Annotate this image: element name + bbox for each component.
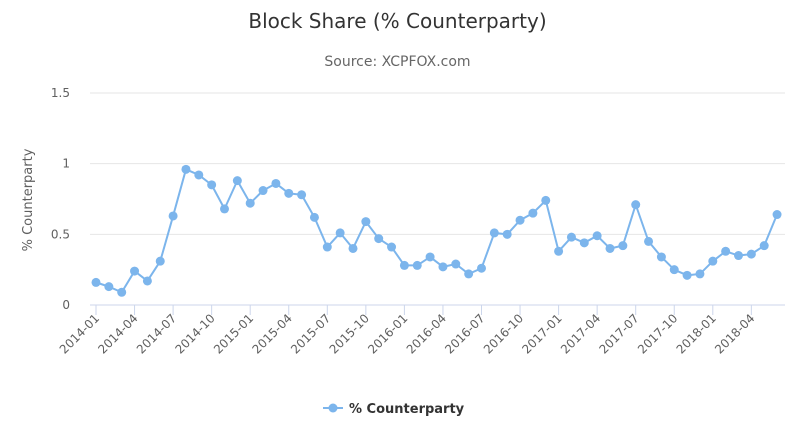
y-tick-label: 1 xyxy=(62,157,70,171)
data-point[interactable] xyxy=(759,241,769,251)
data-point[interactable] xyxy=(644,236,654,246)
x-tick-label: 2016-04 xyxy=(404,311,449,356)
data-point[interactable] xyxy=(168,211,178,221)
data-point[interactable] xyxy=(91,277,101,287)
x-tick-label: 2016-01 xyxy=(365,311,410,356)
x-tick-label: 2014-10 xyxy=(172,311,217,356)
y-tick-label: 0.5 xyxy=(51,227,70,241)
legend[interactable]: % Counterparty xyxy=(323,402,465,417)
legend-marker-symbol xyxy=(328,403,338,413)
x-tick-label: 2018-04 xyxy=(712,311,757,356)
x-tick-label: 2017-07 xyxy=(596,311,641,356)
y-tick-label: 1.5 xyxy=(51,86,70,100)
data-point[interactable] xyxy=(682,270,692,280)
data-point[interactable] xyxy=(734,251,743,261)
data-point[interactable] xyxy=(631,200,641,210)
data-point[interactable] xyxy=(451,259,461,269)
data-point[interactable] xyxy=(477,263,486,273)
data-point[interactable] xyxy=(708,256,718,266)
data-point[interactable] xyxy=(464,269,474,279)
data-point[interactable] xyxy=(284,188,294,198)
x-tick-label: 2018-01 xyxy=(674,311,719,356)
y-gridlines xyxy=(90,92,785,235)
x-tick-label: 2017-01 xyxy=(519,311,564,356)
data-point[interactable] xyxy=(245,198,255,208)
data-point[interactable] xyxy=(554,246,564,256)
data-point[interactable] xyxy=(656,252,666,262)
data-point[interactable] xyxy=(669,265,679,275)
y-axis-title: % Counterparty xyxy=(21,148,36,251)
data-point[interactable] xyxy=(541,195,551,205)
legend-label[interactable]: % Counterparty xyxy=(349,402,465,417)
x-tick-label: 2014-04 xyxy=(95,311,140,356)
data-point[interactable] xyxy=(772,210,782,220)
x-axis-ticks: 2014-012014-042014-072014-102015-012015-… xyxy=(57,305,757,357)
data-point[interactable] xyxy=(142,276,152,286)
data-point[interactable] xyxy=(374,234,384,244)
data-point[interactable] xyxy=(117,287,127,297)
series-percent-counterparty[interactable] xyxy=(91,164,782,297)
data-point[interactable] xyxy=(194,170,204,180)
data-point[interactable] xyxy=(528,208,538,218)
data-point[interactable] xyxy=(412,260,422,270)
data-point[interactable] xyxy=(695,269,705,279)
data-point[interactable] xyxy=(361,217,371,227)
data-point[interactable] xyxy=(489,228,499,238)
data-point[interactable] xyxy=(335,228,345,238)
x-tick-label: 2015-01 xyxy=(211,311,256,356)
data-point[interactable] xyxy=(155,256,165,266)
data-point[interactable] xyxy=(592,231,602,241)
data-point[interactable] xyxy=(515,215,525,225)
data-point[interactable] xyxy=(220,204,229,214)
data-point[interactable] xyxy=(502,229,512,239)
chart-subtitle: Source: XCPFOX.com xyxy=(324,54,470,70)
data-point[interactable] xyxy=(399,260,409,270)
y-axis-tick-labels: 0 0.5 1 1.5 xyxy=(51,86,70,312)
chart-title: Block Share (% Counterparty) xyxy=(248,9,546,33)
data-point[interactable] xyxy=(207,180,217,190)
x-tick-label: 2014-07 xyxy=(134,311,179,356)
data-point[interactable] xyxy=(271,178,281,188)
x-tick-label: 2015-04 xyxy=(250,311,295,356)
data-point[interactable] xyxy=(348,243,358,253)
data-point[interactable] xyxy=(438,262,448,272)
data-point[interactable] xyxy=(605,243,615,253)
data-point[interactable] xyxy=(618,241,628,251)
data-point[interactable] xyxy=(566,232,576,242)
data-point[interactable] xyxy=(387,242,397,252)
data-point[interactable] xyxy=(104,282,114,292)
data-point[interactable] xyxy=(258,186,268,196)
data-point[interactable] xyxy=(721,246,731,256)
data-point[interactable] xyxy=(746,249,756,259)
x-tick-label: 2016-10 xyxy=(481,311,526,356)
data-point[interactable] xyxy=(322,242,332,252)
data-point[interactable] xyxy=(297,190,307,200)
data-point[interactable] xyxy=(579,238,589,248)
x-tick-label: 2014-01 xyxy=(57,311,102,356)
data-point[interactable] xyxy=(130,266,140,276)
x-tick-label: 2017-04 xyxy=(558,311,603,356)
y-tick-label: 0 xyxy=(62,298,70,312)
x-tick-label: 2017-10 xyxy=(635,311,680,356)
x-tick-label: 2016-07 xyxy=(442,311,487,356)
x-tick-label: 2015-07 xyxy=(288,311,333,356)
data-point[interactable] xyxy=(425,252,435,262)
data-point[interactable] xyxy=(181,164,191,174)
data-point[interactable] xyxy=(309,212,319,222)
x-tick-label: 2015-10 xyxy=(327,311,372,356)
data-point[interactable] xyxy=(232,176,242,186)
